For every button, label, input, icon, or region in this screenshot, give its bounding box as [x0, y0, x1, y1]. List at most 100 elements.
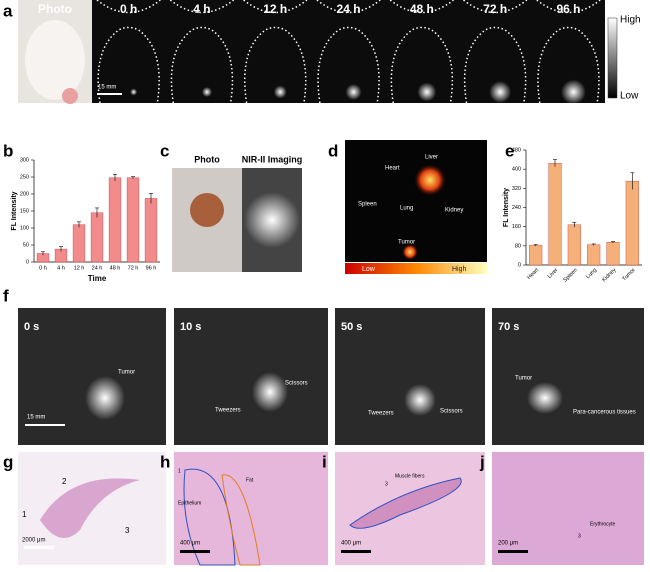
y-tick-label: 0 — [26, 259, 29, 265]
tumor — [404, 384, 436, 416]
mouse — [25, 20, 85, 100]
x-tick-label: Lung — [585, 267, 598, 280]
slide — [174, 452, 328, 565]
bar — [108, 177, 122, 263]
colorbar-low: Low — [362, 266, 376, 273]
outline — [536, 0, 601, 104]
organ: Spleen — [358, 202, 377, 208]
x-tick-label: 72 h — [128, 265, 139, 271]
x-tick-label: Liver — [547, 267, 560, 280]
frame — [492, 308, 644, 445]
panel-letter: e — [505, 141, 514, 160]
frame — [335, 308, 485, 445]
mark: 3 — [125, 526, 130, 535]
colorbar — [607, 17, 618, 99]
y-tick-label: 400 — [512, 167, 521, 173]
x-tick-label: Spleen — [562, 267, 578, 283]
y-tick-label: 250 — [20, 174, 29, 180]
bar — [72, 224, 86, 263]
y-tick-label: 200 — [20, 191, 29, 197]
time: 0 s — [24, 321, 39, 333]
signal — [345, 84, 362, 100]
x-tick-label: Heart — [526, 267, 540, 281]
tumor-glow — [244, 192, 300, 248]
bar — [144, 198, 158, 263]
signal — [130, 88, 138, 96]
label: Epithelium — [178, 500, 201, 506]
label: Tumor — [515, 376, 532, 382]
mark: 3 — [385, 481, 388, 487]
panel-c: Photo NIR-II Imaging — [172, 154, 302, 272]
scale-label: 15 mm — [27, 415, 45, 421]
organ: Kidney — [445, 208, 463, 214]
label: Erythrocyte — [590, 521, 616, 527]
scale-bar — [24, 546, 54, 549]
bar — [548, 162, 562, 266]
scale-bar — [341, 550, 371, 553]
frame-label: 4 h — [193, 2, 210, 16]
panel-letter: j — [479, 452, 485, 471]
label: Tweezers — [368, 411, 394, 417]
signal — [489, 81, 512, 103]
bar — [126, 177, 140, 263]
label: Scissors — [440, 409, 463, 415]
y-tick-label: 50 — [23, 242, 29, 248]
panel-letter: i — [322, 452, 327, 471]
time: 10 s — [180, 321, 201, 333]
bar — [625, 180, 639, 266]
outline — [243, 0, 308, 104]
panel-letter: g — [3, 452, 13, 471]
label: Muscle fibers — [395, 473, 425, 479]
y-tick-label: 480 — [512, 147, 521, 153]
panel-ghij: 1 2 3 1 Epithelium Fat 3 Muscle fibers 3… — [18, 452, 644, 566]
y-axis-label: FL Intensity — [11, 191, 18, 230]
signal — [417, 82, 437, 102]
bar — [567, 224, 581, 266]
frame — [174, 308, 328, 445]
panel-letter: c — [160, 141, 169, 160]
panel-f: 0 s 10 s 50 s 70 s Tumor Scissors Tweeze… — [18, 308, 644, 445]
frame-label: 12 h — [263, 2, 287, 16]
tissue — [40, 478, 140, 538]
signal — [273, 85, 287, 99]
panel-d: Heart Liver Spleen Lung Kidney Tumor Low… — [345, 140, 487, 274]
scale-label: 400 μm — [180, 541, 200, 547]
x-tick-label: 24 h — [92, 265, 103, 271]
y-tick-label: 320 — [512, 186, 521, 192]
x-tick-label: 48 h — [110, 265, 121, 271]
colorbar-high: High — [452, 266, 467, 273]
liver-glow — [414, 164, 446, 196]
x-tick-label: 96 h — [146, 265, 157, 271]
x-tick-label: Kidney — [601, 267, 617, 283]
y-tick-label: 100 — [20, 225, 29, 231]
panel-letter: b — [3, 141, 13, 160]
label: Tumor — [118, 370, 135, 376]
scale-label: 200 μm — [498, 541, 518, 547]
colorbar-high: High — [620, 15, 641, 26]
y-tick-label: 150 — [20, 208, 29, 214]
x-axis-label: Time — [88, 274, 107, 283]
frame-label: 72 h — [483, 2, 507, 16]
organ: Tumor — [398, 240, 415, 246]
label: Tweezers — [215, 408, 241, 414]
frame-label: Photo — [38, 2, 72, 16]
tumor-photo — [190, 193, 224, 227]
outline — [316, 0, 381, 104]
mark: 1 — [22, 510, 27, 519]
scale-bar — [498, 550, 528, 553]
x-tick-label: Tumor — [621, 267, 636, 282]
frame-label: 48 h — [410, 2, 434, 16]
label: Scissors — [285, 381, 308, 387]
bar — [606, 242, 620, 266]
panel-letter: f — [3, 286, 9, 305]
mark: 1 — [178, 468, 181, 474]
y-tick-label: 0 — [518, 262, 521, 268]
time: 70 s — [498, 321, 519, 333]
tumor-photo — [62, 88, 78, 104]
bar — [529, 245, 543, 266]
scale-label: 2000 μm — [22, 538, 45, 544]
tumor — [85, 376, 125, 420]
frame-label: 24 h — [337, 2, 361, 16]
frame — [18, 308, 166, 445]
